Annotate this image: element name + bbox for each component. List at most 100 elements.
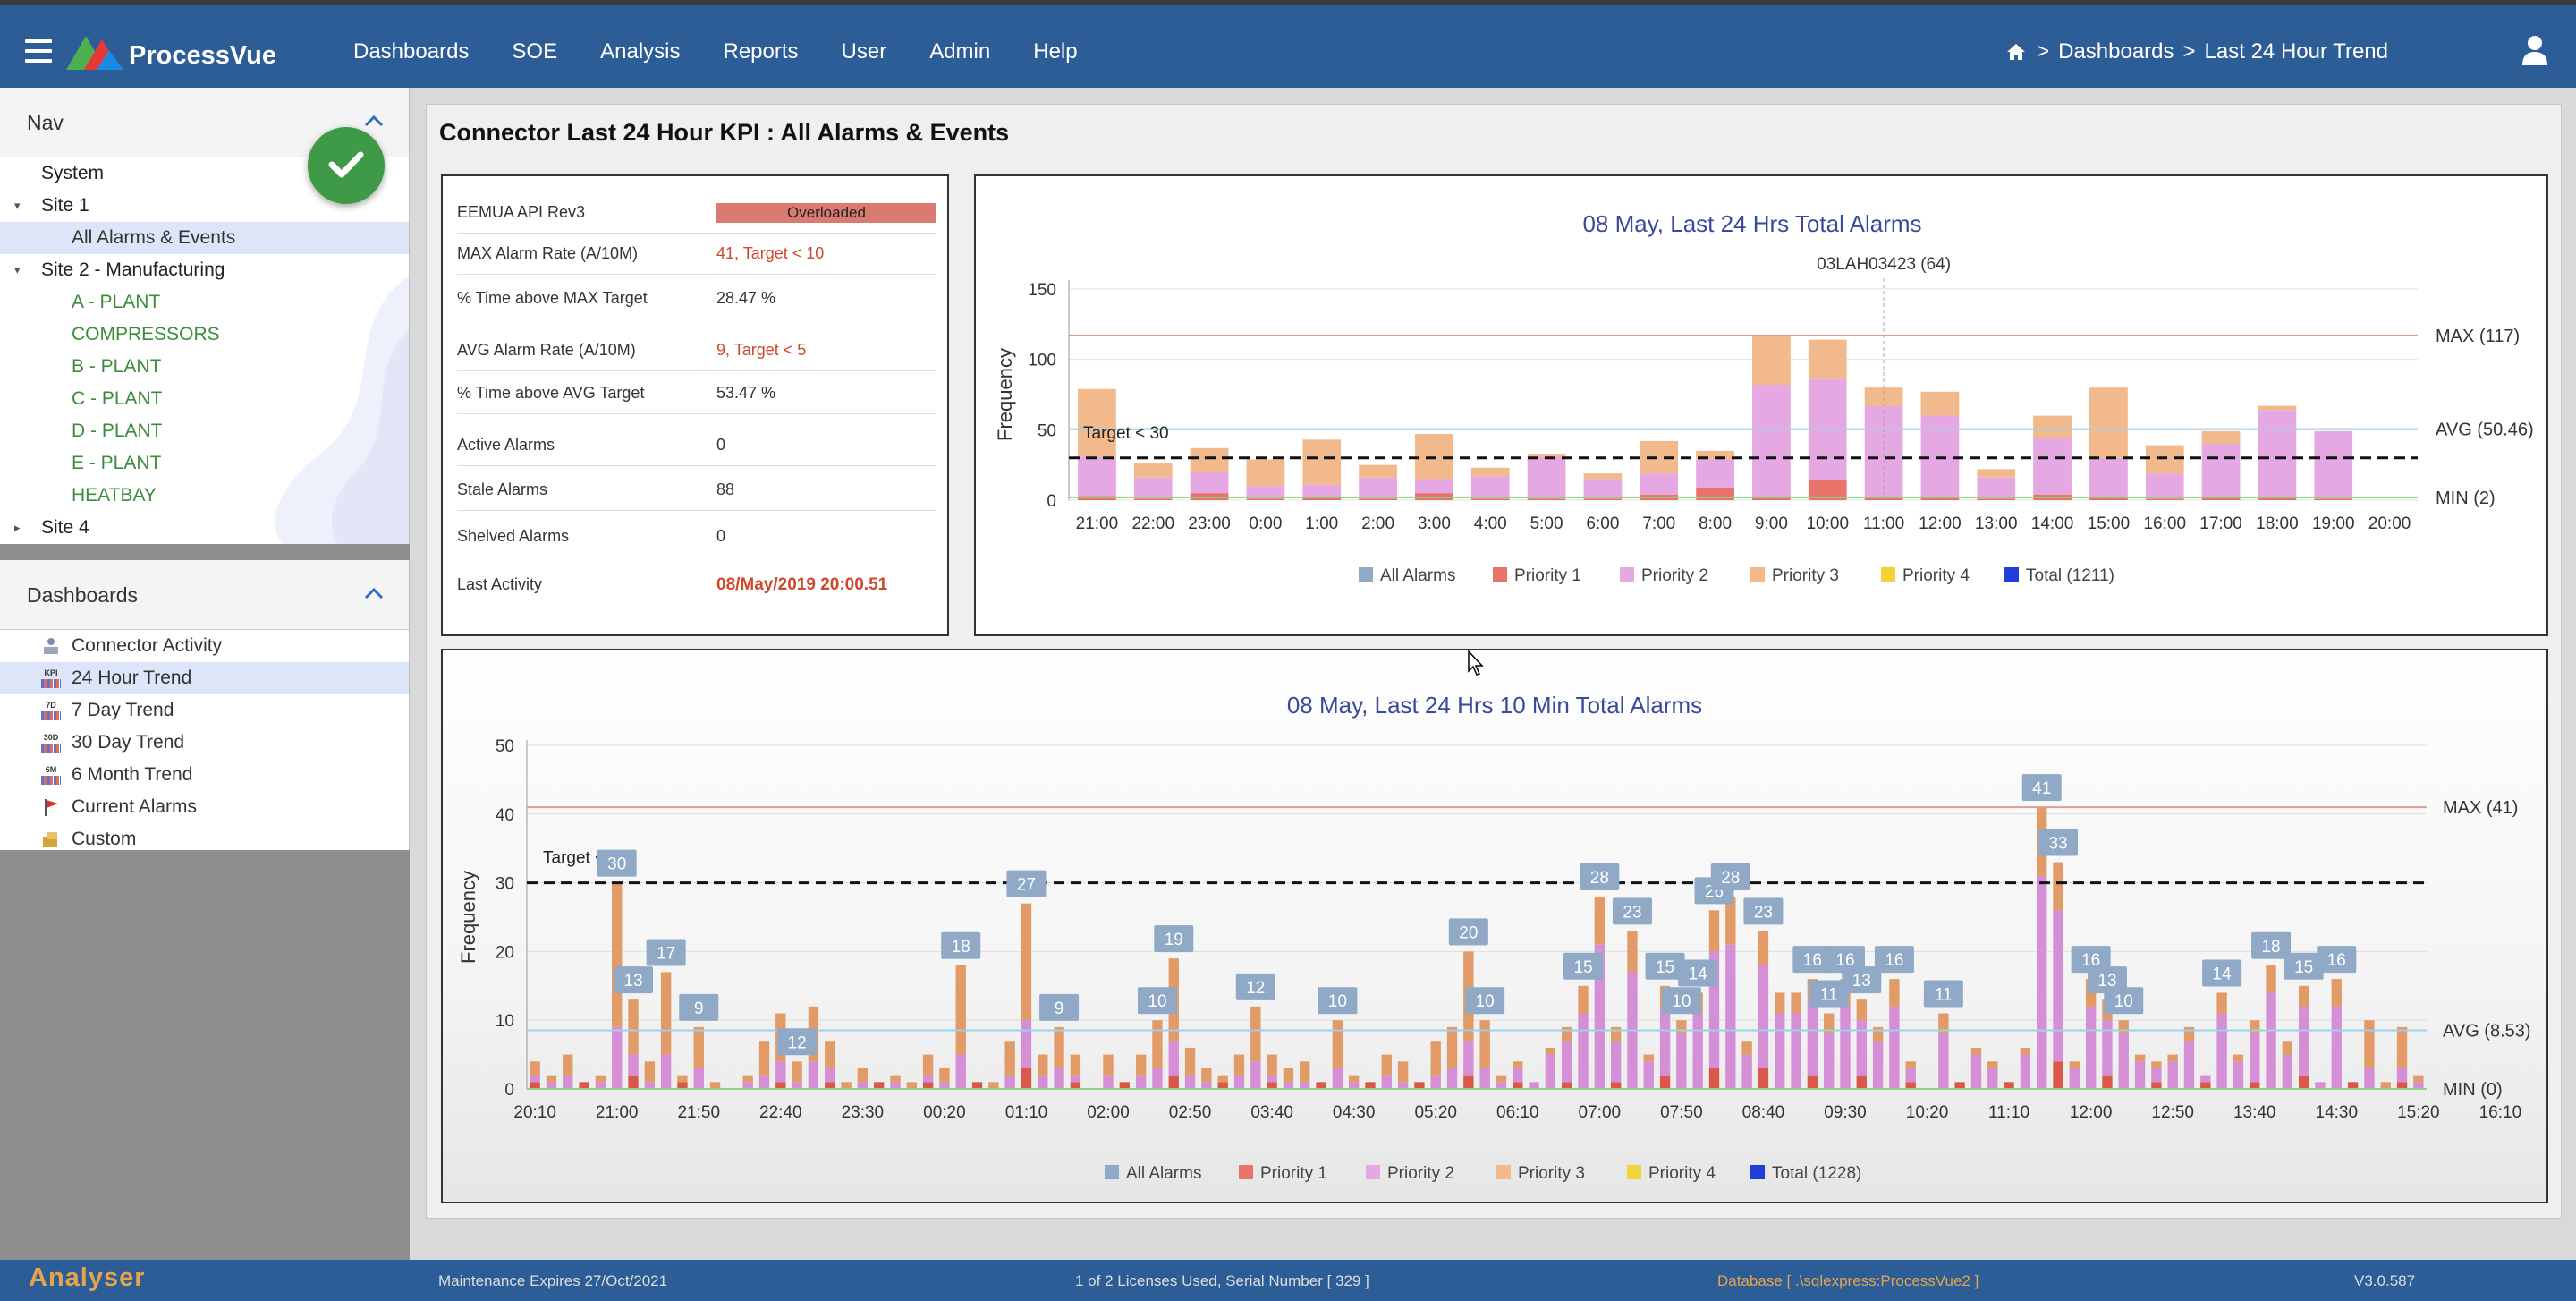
nav-tree-item[interactable]: HEATBAY <box>0 480 409 512</box>
bar-segment <box>1692 1013 1703 1089</box>
menu-toggle-button[interactable] <box>25 39 52 63</box>
x-tick-label: 7:00 <box>1642 514 1675 533</box>
nav-tree-item[interactable]: E - PLANT <box>0 447 409 480</box>
data-label-badge <box>1710 863 1750 890</box>
expand-toggle-icon[interactable]: ▸ <box>14 521 21 534</box>
chevron-up-icon[interactable] <box>364 587 384 599</box>
y-tick-label: 30 <box>496 875 514 894</box>
dashboard-item[interactable]: 30D 30 Day Trend <box>0 727 409 759</box>
bar-segment <box>1529 1082 1539 1089</box>
nav-tree-item[interactable]: All Alarms & Events <box>0 222 409 254</box>
bar-segment <box>644 1082 656 1089</box>
bar-segment <box>2413 1075 2424 1083</box>
top-nav: Dashboards SOE Analysis Reports User Adm… <box>353 39 1121 64</box>
x-tick-label: 13:40 <box>2233 1103 2276 1122</box>
breadcrumb-dashboards[interactable]: Dashboards <box>2058 39 2174 64</box>
data-label: 14 <box>2213 965 2233 983</box>
x-tick-label: 16:00 <box>2143 514 2186 533</box>
x-tick-label: 11:10 <box>1988 1103 2029 1122</box>
custom-icon <box>41 829 61 849</box>
bar-segment <box>988 1082 999 1089</box>
bar-segment <box>2118 1033 2129 1089</box>
dashboards-list: Connector Activity KPI 24 Hour Trend 7D 7 Da… <box>0 630 409 855</box>
dashboard-item[interactable]: Connector Activity <box>0 630 409 662</box>
nav-reports[interactable]: Reports <box>723 39 799 64</box>
bar-segment <box>2364 1067 2375 1089</box>
nav-tree-item[interactable]: ▾ Site 1 <box>0 190 409 222</box>
data-label-badge <box>1006 870 1046 897</box>
nav-help[interactable]: Help <box>1033 39 1078 64</box>
user-icon[interactable] <box>2521 34 2549 66</box>
home-icon[interactable] <box>2006 43 2026 61</box>
nav-dashboards[interactable]: Dashboards <box>353 39 470 64</box>
bar-segment <box>1479 1067 1490 1089</box>
nav-tree-item[interactable]: COMPRESSORS <box>0 319 409 351</box>
nav-analysis[interactable]: Analysis <box>600 39 681 64</box>
bar-segment <box>1190 472 1229 494</box>
data-label-badge <box>777 1028 818 1056</box>
nav-tree-item[interactable]: D - PLANT <box>0 415 409 447</box>
nav-tree-item[interactable]: ▾ Site 2 - Manufacturing <box>0 254 409 286</box>
data-label-badge <box>614 966 654 994</box>
data-label-badge <box>1580 863 1620 890</box>
bar-segment <box>1070 1082 1081 1089</box>
bar-segment <box>2053 910 2063 1062</box>
app-name: ProcessVue <box>129 41 276 70</box>
bar-segment <box>2298 1006 2309 1076</box>
bar-segment <box>906 1082 917 1089</box>
dashboard-item-label: Connector Activity <box>72 635 223 656</box>
bar-segment <box>939 1067 950 1083</box>
bar-segment <box>1365 1082 1376 1089</box>
legend-label: Total (1228) <box>1772 1164 1861 1183</box>
bar-segment <box>1496 1075 1507 1083</box>
bar-segment <box>1758 1067 1769 1089</box>
bar-segment <box>2102 1020 2113 1076</box>
dashboard-item[interactable]: Custom <box>0 823 409 855</box>
bar-segment <box>2298 985 2309 1007</box>
bar-segment <box>2201 497 2241 500</box>
nav-tree-item[interactable]: A - PLANT <box>0 286 409 319</box>
bar-segment <box>2134 1061 2146 1089</box>
nav-user[interactable]: User <box>841 39 887 64</box>
nav-soe[interactable]: SOE <box>512 39 558 64</box>
nav-tree-item[interactable]: ▸ Site 4 <box>0 512 409 544</box>
data-label: 10 <box>1672 992 1690 1011</box>
expand-toggle-icon[interactable]: ▾ <box>14 263 21 276</box>
data-label: 16 <box>1885 951 1903 970</box>
chevron-up-icon[interactable] <box>364 115 384 127</box>
dashboard-item[interactable]: KPI 24 Hour Trend <box>0 662 409 694</box>
bar-segment <box>1021 1067 1032 1089</box>
bar-segment <box>971 1082 983 1089</box>
dashboards-panel-header[interactable]: Dashboards <box>0 560 409 630</box>
dashboard-item[interactable]: Current Alarms <box>0 791 409 823</box>
bar-segment <box>2069 1061 2080 1068</box>
avg-label: AVG (50.46) <box>2436 421 2534 440</box>
bar-segment <box>1479 1020 1490 1068</box>
bar-segment <box>1415 434 1453 480</box>
bar-segment <box>1578 1013 1589 1089</box>
bar-segment <box>1302 484 1342 497</box>
status-ok-button[interactable] <box>308 127 385 204</box>
bar-segment <box>1872 1041 1884 1089</box>
legend-swatch <box>1620 567 1634 582</box>
bar-segment <box>1741 1054 1752 1089</box>
nav-tree-item[interactable]: System <box>0 157 409 190</box>
legend-label: Priority 2 <box>1641 566 1708 585</box>
bar-segment <box>939 1082 950 1089</box>
kpi-value: 88 <box>716 480 735 498</box>
nav-admin[interactable]: Admin <box>929 39 991 64</box>
bar-segment <box>1864 387 1903 406</box>
nav-tree-item[interactable]: C - PLANT <box>0 383 409 415</box>
bar-segment <box>775 1082 786 1089</box>
bar-segment <box>1920 497 1960 500</box>
nav-tree-item[interactable]: B - PLANT <box>0 351 409 383</box>
bar-segment <box>2380 1082 2391 1089</box>
bar-segment <box>1708 951 1720 1068</box>
data-label-badge <box>1137 987 1177 1015</box>
bar-segment <box>1823 1033 1835 1089</box>
data-label: 16 <box>2327 951 2346 970</box>
expand-toggle-icon[interactable]: ▾ <box>14 199 21 212</box>
bar-segment <box>1038 1075 1048 1089</box>
dashboard-item[interactable]: 6M 6 Month Trend <box>0 759 409 791</box>
dashboard-item[interactable]: 7D 7 Day Trend <box>0 694 409 727</box>
